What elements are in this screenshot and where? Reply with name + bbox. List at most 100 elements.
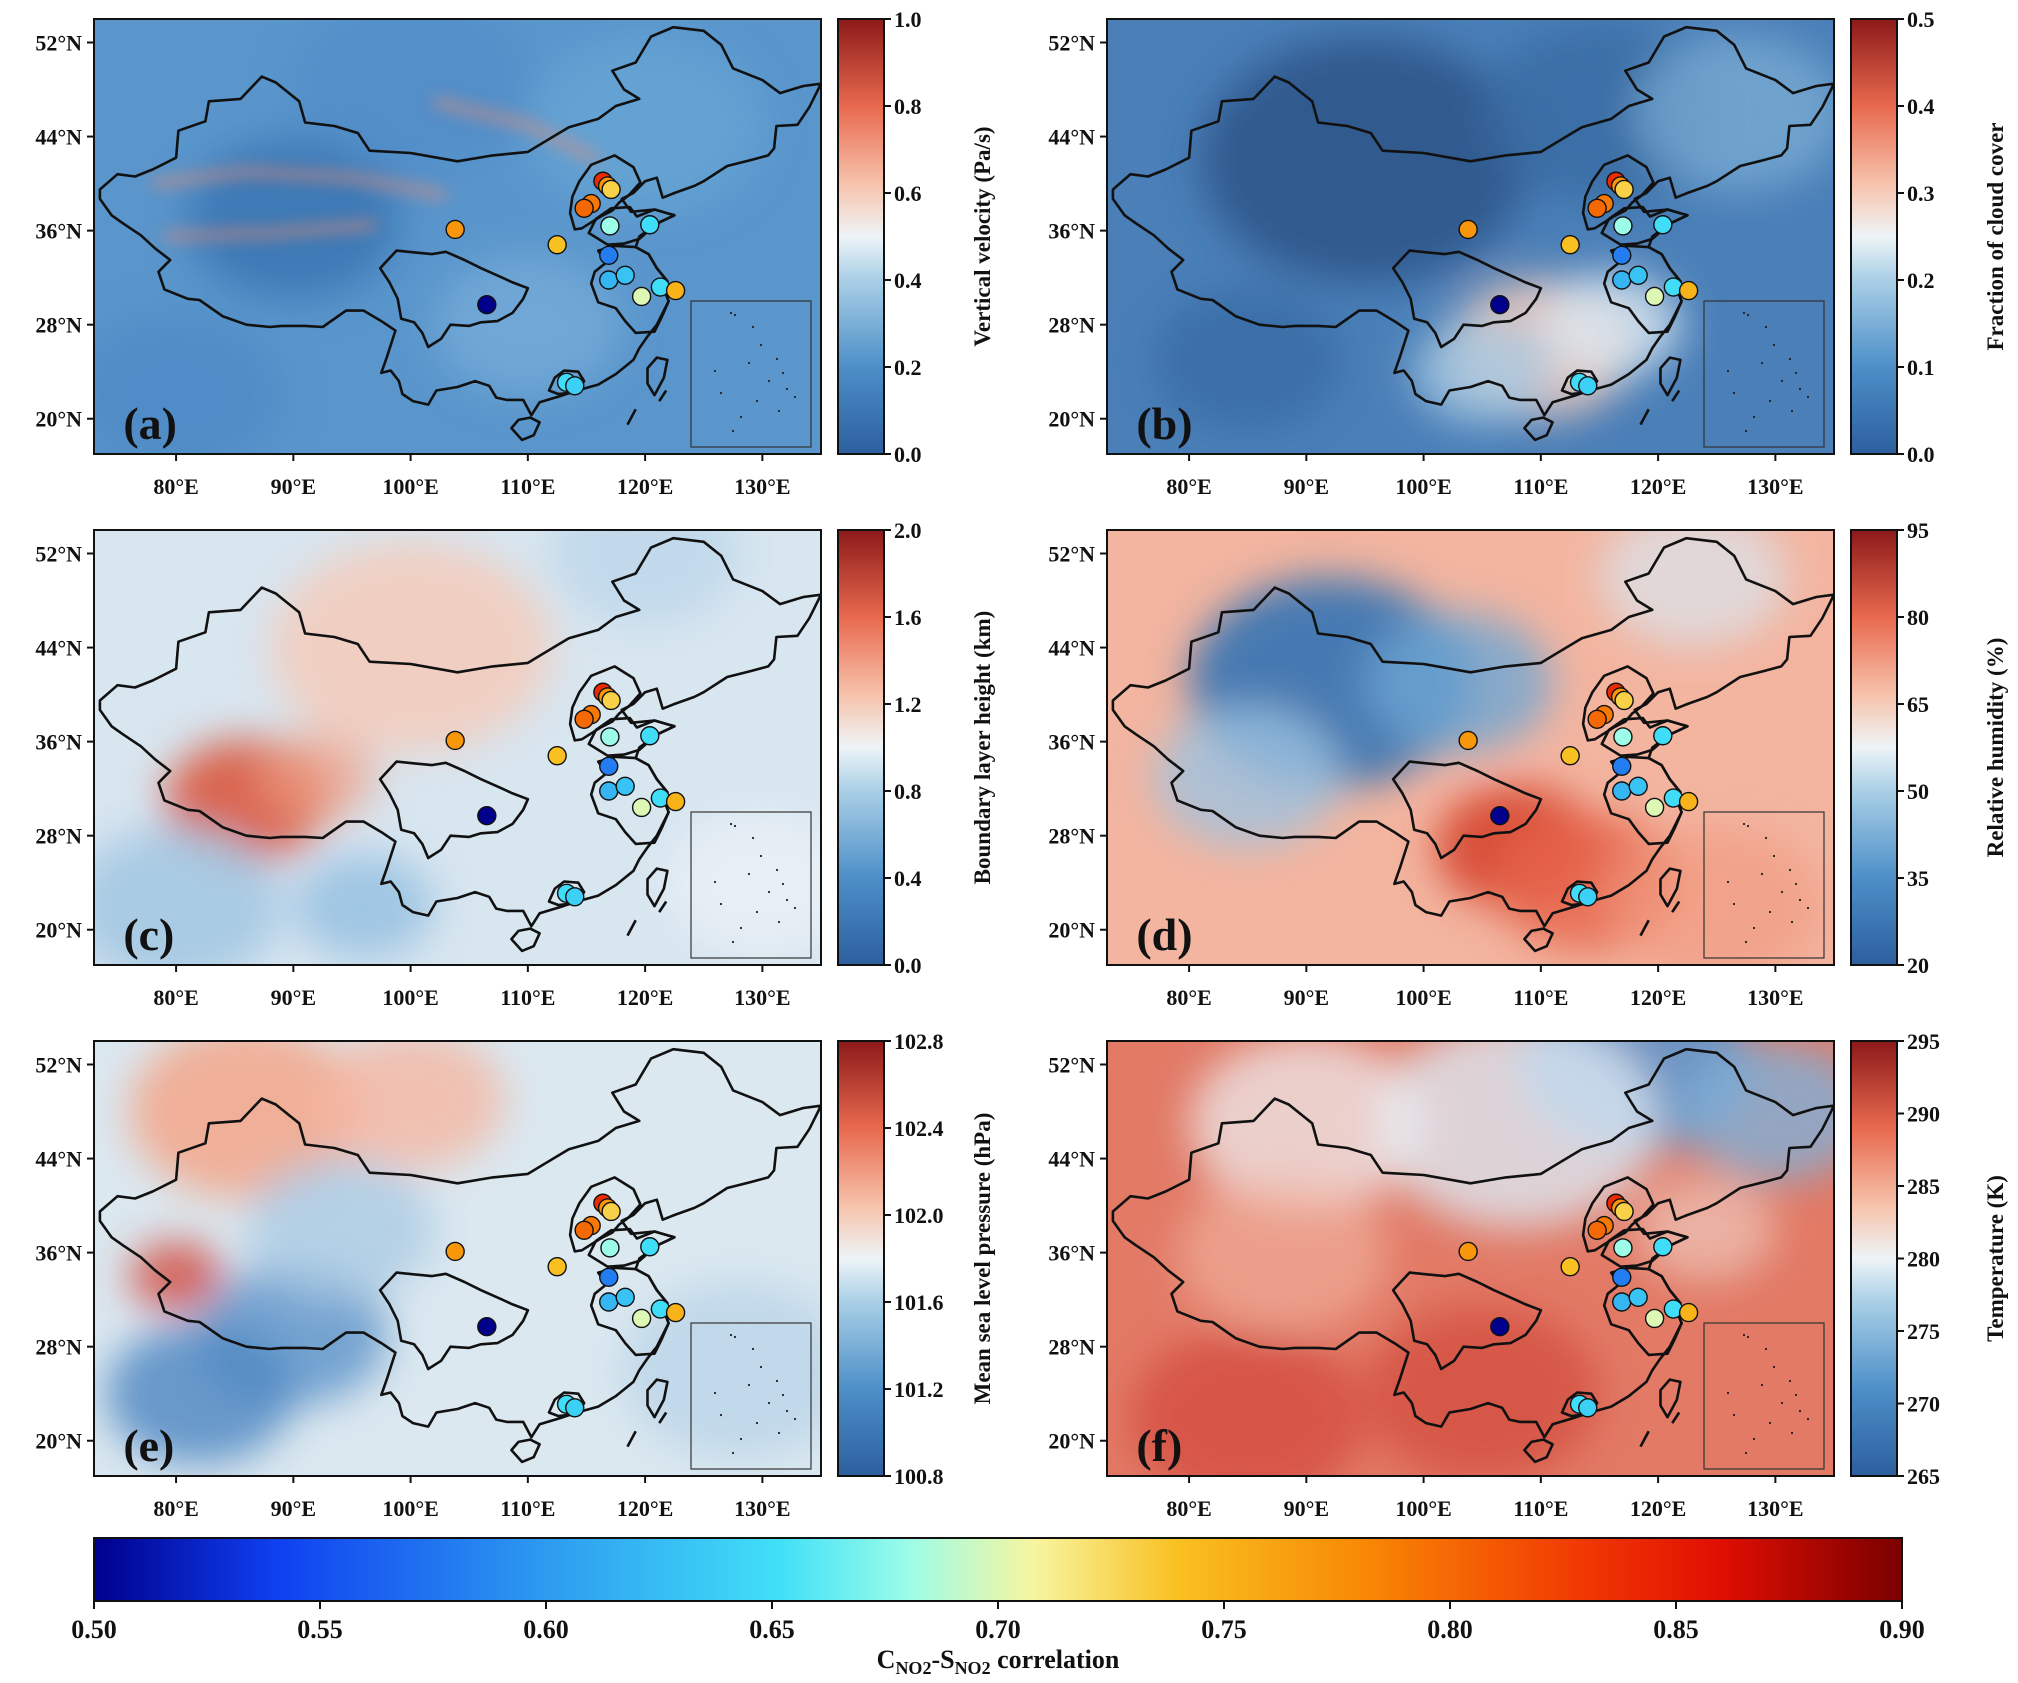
correlation-tick-label: 0.50 (71, 1615, 117, 1644)
lon-tick-label: 100°E (382, 474, 438, 499)
correlation-tick-label: 0.85 (1653, 1615, 1699, 1644)
cloud-cover-colorbar: 0.0 0.1 0.2 0.3 0.4 0.5 Fraction of cloud cove… (1850, 7, 2008, 467)
lon-tick-label: 100°E (1395, 985, 1451, 1010)
station-marker (599, 1267, 619, 1288)
south-china-sea-inset (690, 811, 812, 959)
panel-letter: (f) (1136, 1420, 1182, 1471)
station-marker (615, 1287, 635, 1307)
station-marker (600, 1238, 620, 1258)
station-marker (1578, 1398, 1598, 1418)
panel-frame (1106, 1040, 1835, 1477)
lat-tick-label: 52°N (1048, 31, 1095, 56)
colorbar-tick-label: 101.6 (894, 1290, 944, 1315)
station-marker (599, 245, 619, 266)
station-marker (1653, 1237, 1673, 1257)
lon-tick-label: 80°E (153, 474, 198, 499)
panel-frame (93, 18, 822, 455)
station-marker (1614, 179, 1634, 200)
vertical-velocity-colorbar: 0.0 0.2 0.4 0.6 0.8 1.0 Vertical velocity (Pa/… (837, 7, 995, 467)
station-marker (565, 887, 585, 907)
colorbar-tick-label: 295 (1907, 1029, 1940, 1054)
colorbar-label: Mean sea level pressure (hPa) (970, 1113, 995, 1405)
station-marker (1628, 1287, 1648, 1307)
lat-tick-label: 20°N (35, 1429, 82, 1454)
panel-frame (1106, 18, 1835, 455)
colorbar-tick-label: 0.4 (1907, 94, 1935, 119)
lon-tick-label: 110°E (1513, 474, 1568, 499)
south-china-sea-inset (1703, 811, 1825, 959)
lat-tick-label: 44°N (35, 1147, 82, 1172)
station-marker (574, 198, 594, 218)
station-marker (665, 280, 686, 301)
station-marker (600, 216, 620, 236)
lat-tick-label: 52°N (35, 31, 82, 56)
station-marker (1490, 1316, 1510, 1337)
panel-temperature: (f) 80°E 90°E 100°E 110°E 120°E 130°E 20°N 28°N 3… (1048, 1029, 2008, 1521)
station-marker (599, 781, 619, 801)
lon-tick-label: 110°E (1513, 985, 1568, 1010)
lon-tick-label: 130°E (1747, 1496, 1803, 1521)
colorbar-tick-label: 280 (1907, 1247, 1940, 1272)
lat-tick-label: 28°N (35, 1335, 82, 1360)
station-marker (1628, 776, 1648, 796)
station-marker (1578, 376, 1598, 396)
station-marker (547, 1257, 567, 1277)
colorbar-tick-label: 0.0 (894, 953, 922, 978)
colorbar-tick-label: 0.0 (894, 442, 922, 467)
colorbar-label: Temperature (K) (1983, 1175, 2008, 1342)
lat-tick-label: 36°N (1048, 219, 1095, 244)
temperature-field (1107, 1041, 1834, 1476)
station-marker (1613, 216, 1633, 236)
lat-tick-label: 28°N (1048, 313, 1095, 338)
station-marker (574, 1220, 594, 1240)
colorbar-tick-label: 80 (1907, 605, 1929, 630)
station-marker (1613, 1238, 1633, 1258)
lon-tick-label: 100°E (1395, 474, 1451, 499)
lon-tick-label: 90°E (1284, 1496, 1329, 1521)
station-marker (599, 756, 619, 777)
colorbar-tick-label: 102.4 (894, 1116, 944, 1141)
station-marker (1560, 746, 1580, 766)
lon-tick-label: 100°E (382, 1496, 438, 1521)
correlation-tick-label: 0.75 (1201, 1615, 1247, 1644)
station-marker (1612, 245, 1632, 266)
station-marker (1614, 690, 1634, 711)
station-marker (547, 235, 567, 255)
station-marker (665, 1302, 686, 1323)
lon-tick-label: 90°E (1284, 985, 1329, 1010)
colorbar-tick-label: 270 (1907, 1392, 1940, 1417)
correlation-tick-label: 0.70 (975, 1615, 1021, 1644)
colorbar-label: Relative humidity (%) (1983, 638, 2008, 858)
colorbar-tick-label: 1.6 (894, 605, 922, 630)
sea-level-pressure-colorbar: 100.8 101.2 101.6 102.0 102.4 102.8 Mean sea l… (837, 1029, 995, 1489)
cloud-cover-field (1107, 19, 1834, 454)
panel-sea-level-pressure: (e) 80°E 90°E 100°E 110°E 120°E 130°E 20°N 28°N 3… (35, 1029, 995, 1521)
lat-tick-label: 20°N (35, 407, 82, 432)
panel-frame (93, 529, 822, 966)
station-marker (1458, 730, 1478, 751)
correlation-tick-label: 0.90 (1879, 1615, 1925, 1644)
lon-tick-label: 110°E (500, 1496, 555, 1521)
station-marker (1560, 235, 1580, 255)
lon-tick-label: 100°E (382, 985, 438, 1010)
lat-tick-label: 20°N (1048, 407, 1095, 432)
lat-tick-label: 36°N (35, 730, 82, 755)
colorbar-tick-label: 2.0 (894, 518, 922, 543)
south-china-sea-inset (1703, 1322, 1825, 1470)
station-marker (1490, 294, 1510, 315)
station-marker (1612, 756, 1632, 777)
colorbar-tick-label: 1.0 (894, 7, 922, 32)
station-marker (1644, 286, 1665, 307)
colorbar-tick-label: 95 (1907, 518, 1929, 543)
colorbar-tick-label: 285 (1907, 1174, 1940, 1199)
correlation-colorbar: 0.50 0.55 0.60 0.65 0.70 0.75 0.80 0.85 0.90 CNO… (71, 1537, 1925, 1678)
lon-tick-label: 120°E (617, 474, 673, 499)
china-border (1111, 536, 1834, 953)
panel-relative-humidity: (d) 80°E 90°E 100°E 110°E 120°E 130°E 20°N 28°N 3… (1048, 518, 2008, 1010)
station-marker (601, 690, 621, 711)
lon-tick-label: 80°E (1166, 474, 1211, 499)
station-marker (1587, 1220, 1607, 1240)
lat-tick-label: 28°N (1048, 1335, 1095, 1360)
panel-boundary-layer-height: (c) 80°E 90°E 100°E 110°E 120°E 130°E 20°N 28°N 3… (35, 518, 995, 1010)
colorbar-tick-label: 102.0 (894, 1203, 944, 1228)
